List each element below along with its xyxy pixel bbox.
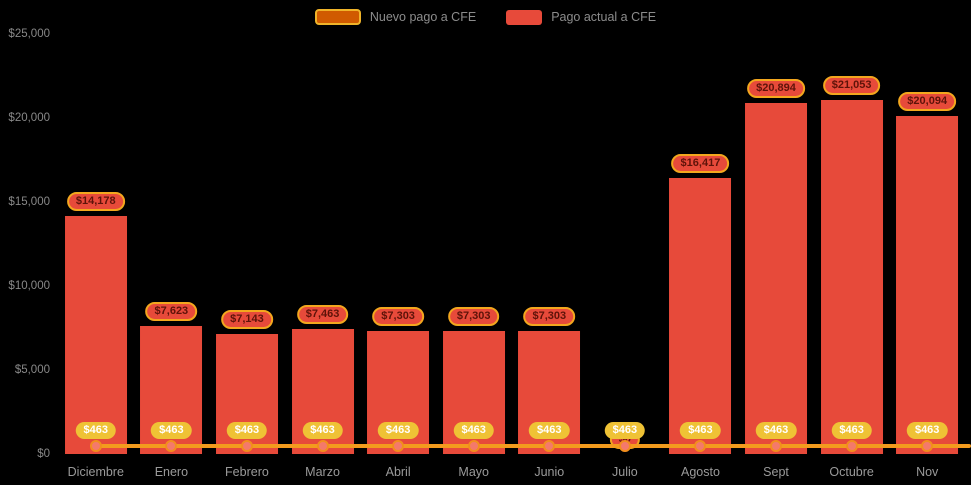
month-slot: $16,417 $463 Agosto [663,34,739,479]
new-payment-value-badge: $463 [151,422,192,439]
new-payment-value-badge: $463 [453,422,494,439]
month-slot: $21,053 $463 Octubre [814,34,890,479]
new-payment-value-badge: $463 [226,422,268,439]
new-payment-value-badge: $463 [529,422,570,439]
actual-payment-bar[interactable] [745,102,808,454]
line-marker-icon[interactable] [467,440,480,452]
new-payment-value-badge: $463 [831,422,872,439]
actual-payment-value-badge: $14,178 [66,191,125,211]
line-marker-icon[interactable] [921,440,934,452]
month-slot: $7,143 $463 Febrero [209,34,285,479]
actual-payment-bar[interactable] [669,178,732,454]
x-axis-label: Agosto [680,465,720,479]
actual-payment-value-badge: $20,094 [898,92,957,112]
month-slot: $0 $463 Julio [587,34,663,479]
new-payment-line [95,444,971,448]
month-slot: $7,303 $463 Mayo [436,34,512,479]
legend-item-pago-actual[interactable]: Pago actual a CFE [506,9,657,25]
x-axis-label: Marzo [305,465,340,479]
new-payment-value-badge: $463 [755,422,797,439]
x-axis-label: Julio [612,465,638,479]
actual-payment-value-badge: $7,143 [221,310,273,329]
legend: Nuevo pago a CFE Pago actual a CFE [0,7,971,27]
line-marker-icon[interactable] [165,440,178,452]
x-axis-label: Enero [154,465,189,479]
actual-payment-value-badge: $7,463 [296,304,349,324]
legend-item-nuevo-pago[interactable]: Nuevo pago a CFE [314,9,477,25]
actual-payment-value-badge: $7,623 [145,301,198,321]
month-slot: $14,178 $463 Diciembre [58,34,134,479]
line-marker-icon[interactable] [316,440,329,452]
month-slot: $20,894 $463 Sept [738,34,814,479]
y-tick-label: $0 [37,448,50,460]
line-series-swatch-icon [314,9,361,25]
month-slot: $7,463 $463 Marzo [285,34,361,479]
y-axis: $0 $5,000 $10,000 $15,000 $20,000 $25,000 [0,28,50,460]
x-axis-label: Mayo [458,465,489,479]
line-marker-icon[interactable] [240,440,253,452]
x-axis-label: Abril [385,465,411,479]
new-payment-value-badge: $463 [377,422,419,439]
month-slot: $7,303 $463 Abril [360,34,436,479]
line-marker-icon[interactable] [618,440,631,452]
actual-payment-value-badge: $7,303 [523,307,576,327]
line-marker-icon[interactable] [770,440,783,452]
actual-payment-value-badge: $20,894 [747,78,805,98]
x-axis-label: Diciembre [67,465,124,479]
actual-payment-value-badge: $16,417 [671,154,730,174]
actual-payment-bar[interactable] [64,215,127,454]
x-axis-label: Octubre [829,465,874,479]
y-tick-label: $15,000 [8,196,50,208]
line-marker-icon[interactable] [694,440,707,452]
y-tick-label: $25,000 [8,28,50,40]
y-tick-label: $20,000 [8,112,50,124]
actual-payment-value-badge: $21,053 [822,76,881,96]
new-payment-value-badge: $463 [680,422,721,439]
legend-label: Pago actual a CFE [551,10,657,24]
actual-payment-value-badge: $7,303 [372,307,424,327]
y-tick-label: $10,000 [8,280,50,292]
month-slot: $7,303 $463 Junio [512,34,588,479]
line-marker-icon[interactable] [845,440,858,452]
y-tick-label: $5,000 [14,364,50,376]
plot-area: $14,178 $463 Diciembre $7,623 $463 Enero $7,14… [58,34,971,479]
x-axis-label: Febrero [225,465,269,479]
line-marker-icon[interactable] [392,440,405,452]
x-axis-label: Junio [534,465,565,479]
line-marker-icon[interactable] [89,440,102,452]
bar-series-swatch-icon [506,9,543,25]
line-marker-icon[interactable] [543,440,556,452]
actual-payment-bar[interactable] [820,100,883,454]
x-axis-label: Sept [763,465,789,479]
new-payment-value-badge: $463 [302,422,343,439]
legend-label: Nuevo pago a CFE [369,10,477,24]
month-slot: $7,623 $463 Enero [134,34,210,479]
new-payment-value-badge: $463 [906,422,948,439]
actual-payment-value-badge: $7,303 [447,307,500,327]
new-payment-value-badge: $463 [75,422,117,439]
month-slot: $20,094 $463 Nov [889,34,965,479]
x-axis-label: Nov [916,465,939,479]
actual-payment-bar[interactable] [896,116,959,454]
new-payment-value-badge: $463 [604,422,646,439]
